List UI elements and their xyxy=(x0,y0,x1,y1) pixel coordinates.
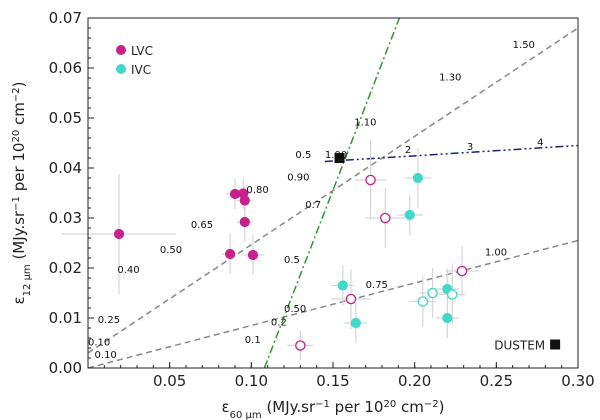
legend-label-dustem: DUSTEM xyxy=(494,339,545,353)
ivc-point xyxy=(350,317,361,329)
curve-label: 0.2 xyxy=(271,318,287,329)
curve-label: 0.10 xyxy=(88,338,110,349)
curve-label: 0.80 xyxy=(246,185,268,196)
y-tick-label: 0.06 xyxy=(49,59,82,77)
plot-frame xyxy=(87,17,579,369)
curve-label: 0.65 xyxy=(191,220,213,231)
curve-label: 0.40 xyxy=(117,265,139,276)
curve-label: 0.5 xyxy=(295,150,311,161)
ivc-point xyxy=(427,287,438,299)
lvc-point xyxy=(295,340,306,351)
curve-label: 0.1 xyxy=(245,335,261,346)
ivc-point xyxy=(337,280,348,291)
curve-label: 2 xyxy=(405,145,411,156)
y-tick-label: 0.05 xyxy=(49,109,82,127)
curve-label: 1.50 xyxy=(513,40,535,51)
curve-label: 0.5 xyxy=(284,255,300,266)
legend-label-ivc: IVC xyxy=(131,63,151,77)
x-tick-label: 0.05 xyxy=(153,372,186,390)
curve-label: 0.7 xyxy=(305,200,321,211)
blue-dashdotdot-line xyxy=(324,144,578,163)
legend-marker-ivc xyxy=(116,64,126,74)
ivc-point xyxy=(412,172,424,184)
lvc-point xyxy=(113,228,125,240)
ivc-point xyxy=(404,209,415,221)
ivc-point xyxy=(446,289,458,300)
curve-label: 1.10 xyxy=(354,118,376,129)
y-tick-label: 0.01 xyxy=(49,309,82,327)
dustem-point xyxy=(550,339,561,350)
lower-dashed-line xyxy=(88,239,578,368)
curve-labels: 0.10 0.25 0.40 0.50 0.65 0.80 0.90 1.00 1.10 1.30… xyxy=(88,40,544,361)
curve-label: 0.25 xyxy=(98,315,120,326)
curve-label: 1.30 xyxy=(439,73,461,84)
green-dashdot-line xyxy=(263,18,401,368)
y-tick-label: 0.00 xyxy=(49,359,82,377)
lvc-point xyxy=(456,265,468,277)
y-tick-label: 0.02 xyxy=(49,259,82,277)
curve-label: 1.00 xyxy=(485,248,507,259)
curve-label: 0.50 xyxy=(160,245,182,256)
curve-label: 0.75 xyxy=(366,280,388,291)
curve-label: 0.50 xyxy=(284,304,306,315)
y-tick-label: 0.07 xyxy=(49,9,82,27)
ivc-point xyxy=(417,296,429,307)
ivc-point xyxy=(442,312,453,324)
x-axis-label: ε60 μm (MJy.sr−1 per 1020 cm−2) xyxy=(222,398,445,420)
legend-label-lvc: LVC xyxy=(131,44,153,58)
curve-label: 0.90 xyxy=(287,173,309,184)
x-tick-label: 0.10 xyxy=(235,372,268,390)
y-tick-label: 0.03 xyxy=(49,209,82,227)
data-points xyxy=(113,153,561,351)
dustem-point xyxy=(334,153,345,163)
lvc-point xyxy=(380,212,391,224)
axis-ticks: 0.05 0.10 0.15 0.20 0.25 0.30 0.00 0.01 0.02 0.03… xyxy=(49,9,595,390)
legend: LVC IVC DUSTEM xyxy=(116,44,545,353)
x-tick-label: 0.15 xyxy=(316,372,349,390)
lvc-point xyxy=(239,216,250,228)
legend-marker-lvc xyxy=(116,45,126,55)
x-tick-label: 0.30 xyxy=(561,372,594,390)
lvc-point xyxy=(365,174,376,186)
y-axis-label: ε12 μm (MJy.sr−1 per 1020 cm−2) xyxy=(10,82,33,305)
lvc-point xyxy=(225,248,236,260)
x-tick-label: 0.20 xyxy=(398,372,431,390)
lvc-point xyxy=(247,249,259,261)
curve-label: 3 xyxy=(467,142,473,153)
y-tick-label: 0.04 xyxy=(49,159,82,177)
x-tick-label: 0.25 xyxy=(480,372,513,390)
curve-label: 1.00 xyxy=(325,150,347,161)
curve-label: 4 xyxy=(537,138,543,149)
lvc-point xyxy=(239,195,250,206)
curve-label: 0.10 xyxy=(95,350,117,361)
upper-dashed-line xyxy=(88,27,578,354)
model-curves xyxy=(88,18,578,368)
lvc-point xyxy=(345,293,357,305)
